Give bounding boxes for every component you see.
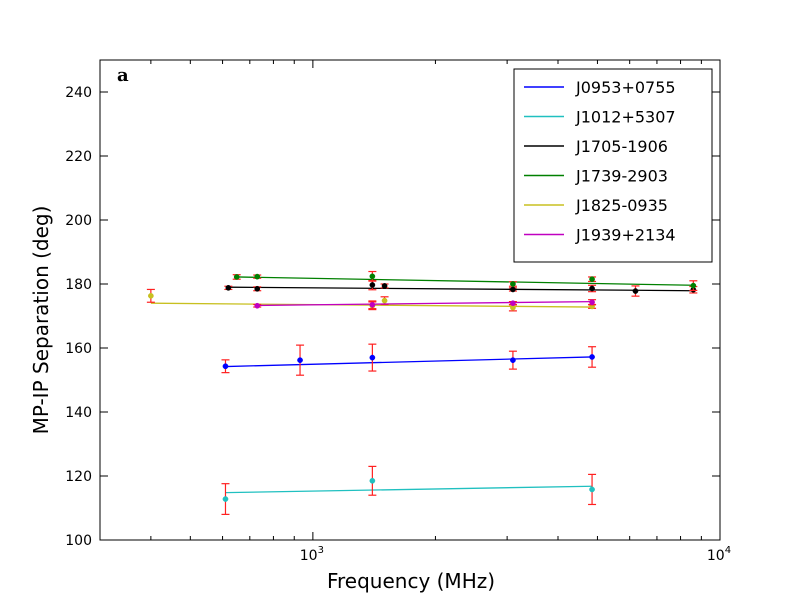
data-point	[254, 273, 261, 280]
legend-label: J1705-1906	[575, 137, 668, 156]
data-point	[589, 285, 595, 292]
data-point	[510, 281, 516, 287]
data-point	[510, 286, 516, 293]
series-J1825-0935	[146, 288, 597, 312]
y-tick-label: 100	[65, 533, 92, 549]
series-J1012+5307	[221, 465, 597, 516]
fit-line	[236, 276, 694, 286]
y-tick-label: 120	[65, 469, 92, 485]
data-point	[381, 297, 388, 304]
y-tick-label: 160	[65, 341, 92, 357]
data-point	[632, 288, 639, 294]
x-tick-label: 103	[300, 545, 324, 564]
fit-line	[228, 286, 694, 292]
data-point	[381, 283, 388, 289]
data-point	[369, 282, 376, 288]
data-point	[369, 477, 376, 484]
legend-label: J1012+5307	[575, 108, 676, 127]
series-J1939+2134	[253, 299, 597, 310]
legend-label: J1939+2134	[575, 226, 676, 245]
y-tick-label: 140	[65, 405, 92, 421]
legend-label: J1739-2903	[575, 167, 668, 186]
plot-frame	[99, 59, 721, 541]
legend-label: J0953+0755	[575, 78, 676, 97]
y-tick-label: 200	[65, 213, 92, 229]
fit-line	[225, 356, 593, 368]
plot-area	[146, 270, 698, 516]
data-point	[589, 486, 595, 493]
axes: 100 120 140 160 180 200 220 240 103 104	[65, 59, 731, 564]
data-point	[233, 274, 240, 280]
data-point	[369, 354, 376, 361]
data-point	[589, 276, 595, 283]
x-axis-title: Frequency (MHz)	[327, 569, 495, 593]
series-J0953+0755	[221, 343, 597, 376]
y-tick-label: 220	[65, 149, 92, 165]
data-point	[297, 357, 303, 364]
data-point	[369, 301, 376, 308]
fit-line	[257, 300, 593, 307]
data-point	[690, 282, 697, 289]
series-J1739-2903	[232, 270, 698, 291]
y-axis-title: MP-IP Separation (deg)	[29, 206, 53, 435]
data-point	[589, 354, 595, 360]
data-point	[225, 284, 232, 291]
x-tick-label: 104	[707, 545, 731, 564]
data-point	[222, 363, 229, 370]
panel-label: a	[117, 65, 129, 86]
y-tick-label: 240	[65, 85, 92, 101]
data-point	[148, 292, 154, 299]
fit-line	[225, 485, 593, 494]
legend: J0953+0755 J1012+5307 J1705-1906 J1739-2903…	[513, 68, 713, 263]
data-point	[222, 496, 229, 502]
legend-label: J1825-0935	[575, 196, 668, 215]
data-point	[254, 285, 261, 292]
series-J1705-1906	[224, 279, 698, 297]
legend-box	[513, 68, 713, 263]
data-point	[589, 299, 595, 306]
data-point	[254, 302, 261, 309]
data-point	[369, 273, 376, 280]
data-point	[510, 300, 516, 307]
y-tick-label: 180	[65, 277, 92, 293]
data-point	[510, 357, 516, 364]
